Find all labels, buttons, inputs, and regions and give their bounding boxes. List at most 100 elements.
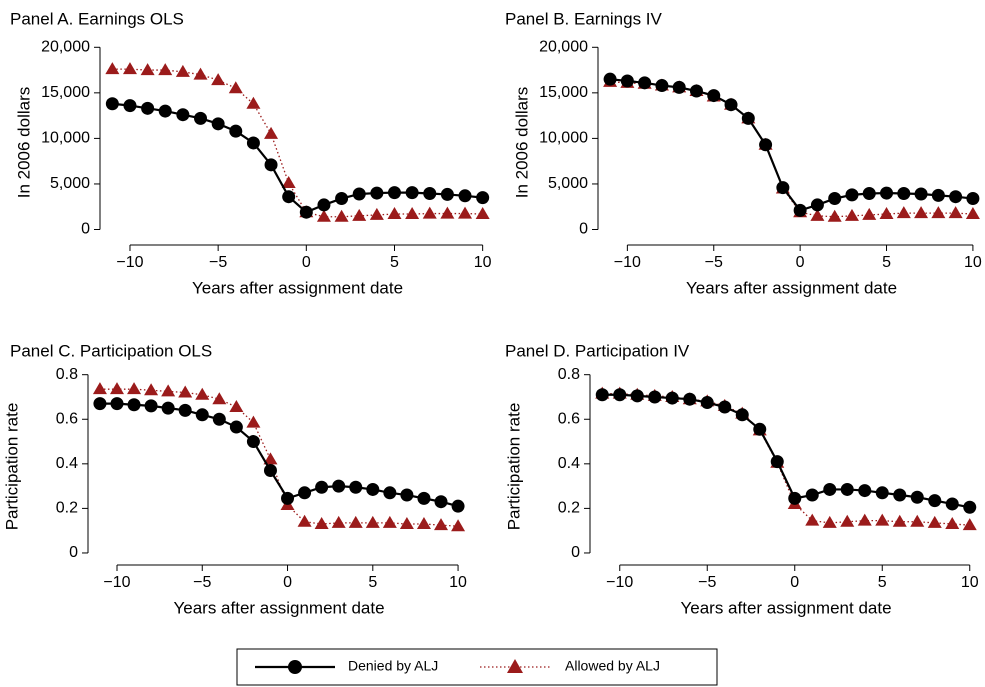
point (805, 488, 819, 502)
point (914, 206, 929, 219)
point (110, 397, 124, 411)
y-tick-label: 0.6 (558, 410, 580, 427)
point (451, 519, 466, 532)
point (281, 176, 296, 189)
point (595, 388, 609, 402)
x-tick-label: −10 (116, 254, 143, 271)
x-tick-label: 10 (449, 574, 467, 591)
point (229, 420, 243, 434)
point (175, 64, 190, 77)
point (127, 382, 142, 395)
series-line (602, 392, 970, 526)
point (857, 513, 872, 526)
point (212, 412, 226, 426)
point (945, 497, 959, 511)
point (382, 515, 397, 528)
point (400, 488, 414, 502)
y-tick-label: 0.8 (56, 366, 78, 383)
point (966, 192, 980, 206)
legend-marker (507, 659, 523, 673)
x-tick-label: −5 (698, 574, 716, 591)
point (193, 67, 208, 80)
point (109, 382, 124, 395)
point (229, 124, 243, 138)
point (405, 186, 419, 200)
point (638, 76, 652, 90)
point (352, 187, 366, 201)
point (896, 206, 911, 219)
x-tick-label: 5 (882, 254, 891, 271)
point (416, 516, 431, 529)
x-tick-label: −5 (209, 254, 227, 271)
point (144, 399, 158, 413)
point (875, 513, 890, 526)
point (422, 206, 437, 219)
point (348, 515, 363, 528)
point (405, 207, 420, 220)
point (105, 97, 119, 111)
point (417, 491, 431, 505)
point (603, 72, 617, 86)
y-tick-label: 0 (69, 544, 78, 561)
x-tick-label: −10 (614, 254, 641, 271)
point (297, 514, 312, 527)
point (161, 401, 175, 415)
x-tick-label: 0 (302, 254, 311, 271)
point (332, 479, 346, 493)
y-tick-label: 0.2 (558, 500, 580, 517)
point (741, 111, 755, 125)
y-tick-label: 0.4 (558, 455, 580, 472)
point (105, 62, 120, 75)
point (334, 209, 349, 222)
point (910, 490, 924, 504)
point (387, 207, 402, 220)
point (331, 515, 346, 528)
y-tick-label: 5,000 (548, 175, 588, 192)
point (875, 486, 889, 500)
point (700, 396, 714, 410)
chart-title: Panel B. Earnings IV (505, 9, 663, 28)
y-tick-label: 0.4 (56, 455, 78, 472)
point (475, 207, 490, 220)
point (298, 486, 312, 500)
point (366, 482, 380, 496)
point (228, 81, 243, 94)
point (369, 207, 384, 220)
point (440, 187, 454, 201)
point (352, 208, 367, 221)
point (828, 192, 842, 206)
point (195, 387, 210, 400)
x-tick-label: −5 (193, 574, 211, 591)
point (862, 187, 876, 201)
point (423, 187, 437, 201)
point (158, 63, 173, 76)
point (229, 399, 244, 412)
point (613, 388, 627, 402)
point (383, 486, 397, 500)
x-axis-label: Years after assignment date (686, 278, 897, 297)
y-axis-label: Participation rate (2, 403, 21, 531)
x-axis-label: Years after assignment date (680, 598, 891, 617)
point (282, 190, 296, 204)
point (753, 422, 767, 436)
point (948, 206, 963, 219)
point (810, 198, 824, 212)
point (648, 390, 662, 404)
x-tick-label: 0 (796, 254, 805, 271)
point (718, 400, 732, 414)
point (840, 482, 854, 496)
point (880, 186, 894, 200)
point (144, 383, 159, 396)
y-tick-label: 0.8 (558, 366, 580, 383)
x-tick-label: 10 (474, 254, 492, 271)
y-tick-label: 0 (81, 221, 90, 238)
point (93, 397, 107, 411)
point (620, 74, 634, 88)
series-line (112, 102, 483, 214)
series-line (99, 388, 459, 527)
point (246, 136, 260, 150)
point (399, 516, 414, 529)
y-tick-label: 0.2 (56, 500, 78, 517)
point (246, 96, 261, 109)
point (931, 206, 946, 219)
